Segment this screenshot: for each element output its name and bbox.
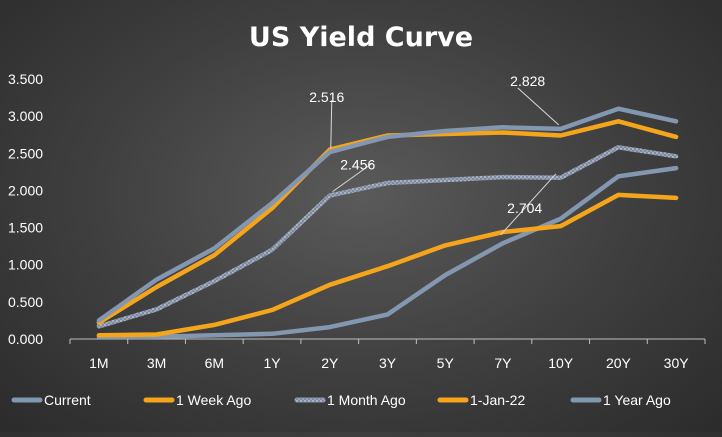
x-tick-label: 5Y (437, 355, 455, 371)
x-tick-label: 3M (147, 355, 166, 371)
x-tick-label: 7Y (494, 355, 512, 371)
series-line-current (96, 106, 679, 323)
x-tick-label: 30Y (664, 355, 690, 371)
y-tick-label: 2.000 (8, 182, 43, 198)
annotation-leader-line (330, 100, 333, 149)
chart-title: US Yield Curve (249, 22, 473, 53)
legend-label: 1 Year Ago (603, 392, 671, 408)
legend-label: 1 Week Ago (176, 392, 251, 408)
data-label: 2.828 (510, 73, 545, 89)
x-tick-label: 3Y (379, 355, 397, 371)
annotation-leader-line (500, 173, 557, 236)
y-tick-label: 1.500 (8, 220, 43, 236)
data-label: 2.704 (507, 200, 542, 216)
y-tick-label: 0.000 (8, 331, 43, 347)
legend-label: Current (44, 392, 91, 408)
legend-label: 1 Month Ago (327, 392, 406, 408)
x-tick-label: 20Y (606, 355, 632, 371)
series-line-1-week-ago (96, 119, 679, 325)
x-tick-label: 2Y (321, 355, 339, 371)
annotation-leader-line (332, 163, 373, 193)
y-tick-label: 1.000 (8, 257, 43, 273)
annotation-leader-line (517, 87, 560, 126)
y-tick-label: 2.500 (8, 145, 43, 161)
y-tick-label: 0.500 (8, 294, 43, 310)
x-tick-label: 1Y (263, 355, 281, 371)
y-tick-label: 3.500 (8, 71, 43, 87)
x-tick-label: 6M (205, 355, 224, 371)
data-label: 2.456 (340, 157, 375, 173)
series-line-1-jan-22 (96, 192, 679, 338)
series-line-1-year-ago (96, 165, 679, 340)
series-line-1-month-ago (96, 145, 679, 329)
legend-label: 1-Jan-22 (470, 392, 525, 408)
data-label: 2.516 (309, 89, 344, 105)
y-tick-label: 3.000 (8, 108, 43, 124)
x-tick-label: 10Y (548, 355, 574, 371)
x-tick-label: 1M (89, 355, 108, 371)
